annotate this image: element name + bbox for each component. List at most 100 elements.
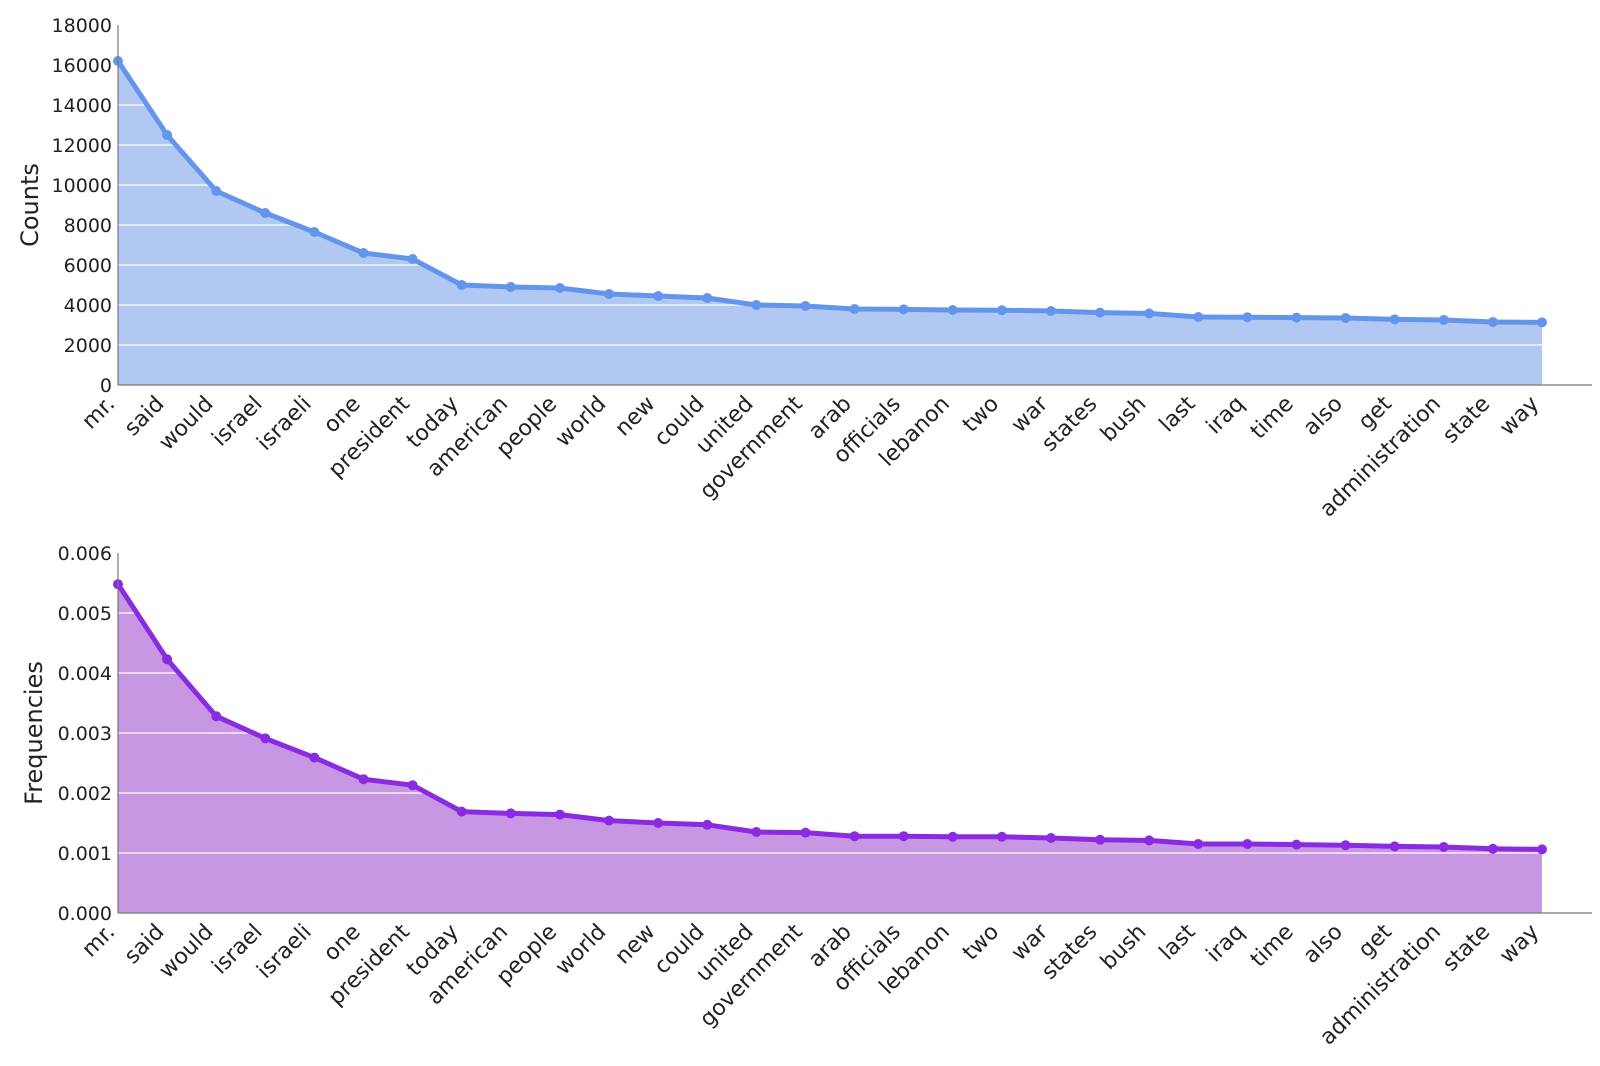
data-point-time [1291, 312, 1302, 323]
data-point-way [1537, 317, 1547, 328]
data-point-war [1045, 833, 1056, 843]
x-tick-label: way [1495, 392, 1544, 441]
data-point-israel [260, 208, 271, 218]
data-point-iraq [1242, 839, 1253, 849]
x-tick-label: states [1037, 920, 1102, 985]
x-tick-label: would [154, 392, 218, 456]
x-tick-label: last [1155, 391, 1201, 437]
data-point-new [653, 818, 664, 828]
x-tick-label: would [154, 920, 218, 984]
x-tick-label: state [1438, 920, 1495, 977]
data-point-would [211, 711, 222, 722]
data-point-israeli [309, 752, 320, 763]
y-tick-label: 0 [100, 375, 112, 397]
x-tick-label: also [1299, 392, 1348, 441]
y-tick-label: 14000 [52, 95, 112, 117]
x-tick-label: bush [1096, 920, 1151, 975]
series-line [115, 582, 1543, 852]
x-tick-label: iraq [1202, 920, 1250, 968]
y-tick-label: 4000 [64, 295, 112, 317]
data-point-new [653, 291, 664, 301]
data-point-government [800, 827, 811, 838]
data-point-israel [260, 733, 271, 744]
data-point-administration [1438, 315, 1449, 325]
data-point-war [1045, 306, 1056, 316]
y-tick-label: 0.006 [58, 543, 112, 565]
data-point-american [505, 282, 516, 292]
data-point-also [1340, 313, 1351, 323]
data-point-said [162, 654, 173, 665]
data-point-states [1095, 307, 1106, 318]
x-tick-label: way [1495, 920, 1544, 969]
x-tick-label: time [1246, 920, 1299, 973]
data-point-israeli [309, 227, 320, 237]
data-point-would [211, 186, 222, 196]
y-tick-label: 0.000 [58, 903, 112, 925]
y-tick-label: 2000 [64, 335, 112, 357]
x-tick-label: two [958, 392, 1004, 438]
x-tick-label: world [551, 920, 612, 981]
series-line [115, 59, 1543, 325]
data-point-iraq [1242, 312, 1253, 323]
data-point-state [1487, 843, 1498, 854]
y-tick-label: 0.004 [58, 663, 112, 685]
data-point-arab [849, 304, 860, 314]
x-tick-label: states [1037, 392, 1102, 457]
data-point-get [1389, 314, 1400, 325]
y-tick-label: 0.002 [58, 783, 112, 805]
area-fill [118, 584, 1542, 913]
x-tick-label: mr. [77, 392, 120, 435]
area-fill [118, 61, 1542, 385]
data-point-today [456, 280, 467, 290]
data-point-president [407, 780, 418, 791]
data-point-states [1095, 834, 1106, 845]
y-tick-label: 16000 [52, 55, 112, 77]
data-point-one [358, 774, 369, 785]
data-point-today [456, 806, 467, 817]
data-point-lebanon [947, 305, 958, 315]
x-tick-label: iraq [1202, 392, 1250, 440]
data-point-bush [1144, 835, 1155, 846]
y-tick-label: 10000 [52, 175, 112, 197]
data-point-said [162, 130, 173, 140]
data-point-could [702, 293, 713, 303]
data-point-officials [898, 831, 909, 842]
data-point-get [1389, 841, 1400, 852]
y-tick-label: 0.003 [58, 723, 112, 745]
data-point-last [1193, 312, 1204, 322]
data-point-last [1193, 839, 1204, 849]
data-point-could [702, 819, 713, 830]
x-tick-label: state [1438, 392, 1495, 449]
data-point-arab [849, 831, 860, 842]
x-tick-label: time [1246, 392, 1299, 445]
data-point-people [554, 283, 565, 293]
data-point-world [604, 289, 615, 299]
data-point-two [996, 831, 1007, 842]
x-tick-label: last [1155, 919, 1201, 965]
x-tick-label: two [958, 920, 1004, 966]
chart-panel-1: 0 2000 4000 6000 8000 10000 12000 14000 16000 180… [16, 15, 1592, 522]
y-tick-label: 0.001 [58, 843, 112, 865]
data-point-united [751, 300, 762, 310]
data-point-time [1291, 839, 1302, 850]
data-point-also [1340, 840, 1351, 851]
data-point-officials [898, 304, 909, 315]
data-point-administration [1438, 842, 1449, 852]
x-tick-label: mr. [77, 920, 120, 963]
y-axis-title: Frequencies [20, 661, 48, 805]
data-point-lebanon [947, 831, 958, 842]
y-tick-label: 8000 [64, 215, 112, 237]
data-point-american [505, 808, 516, 819]
data-point-state [1487, 317, 1498, 327]
data-point-united [751, 827, 762, 837]
y-tick-label: 6000 [64, 255, 112, 277]
x-tick-label: world [551, 392, 612, 453]
data-point-one [358, 248, 369, 258]
x-tick-label: israeli [252, 392, 316, 456]
data-point-bush [1144, 308, 1155, 319]
data-point-way [1537, 844, 1547, 855]
y-tick-label: 12000 [52, 135, 112, 157]
x-tick-label: bush [1096, 392, 1151, 447]
